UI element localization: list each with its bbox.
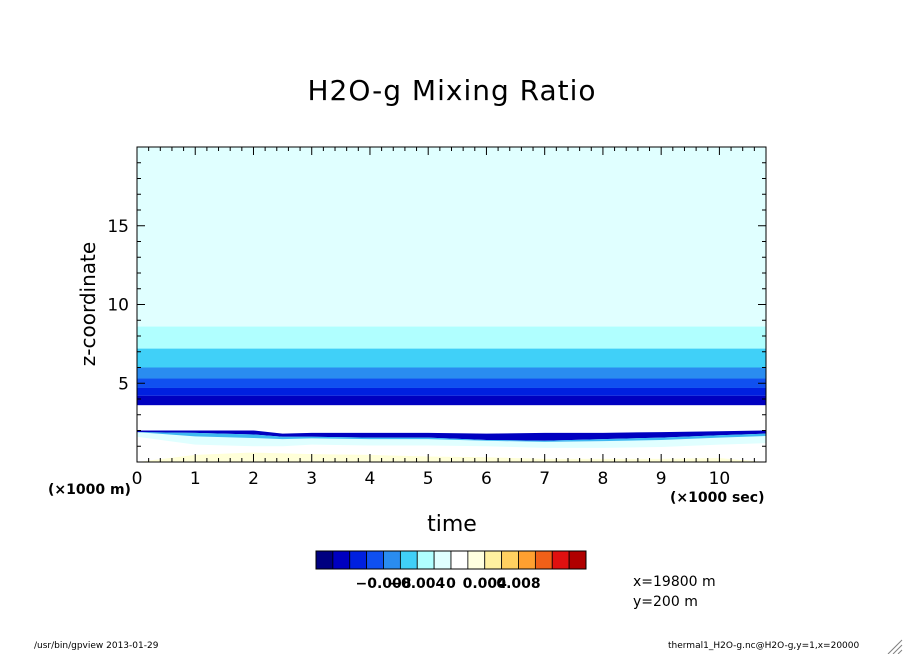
y-axis-title: z-coordinate: [76, 241, 100, 367]
x-axis-unit-label: (×1000 sec): [670, 490, 765, 506]
colorbar: [315, 550, 587, 570]
position-y-readout: y=200 m: [633, 594, 698, 610]
colorbar-swatch: [399, 550, 418, 570]
colorbar-swatch: [349, 550, 368, 570]
corner-line: [887, 639, 903, 654]
x-axis-title: time: [427, 512, 477, 537]
y-axis-unit-label: (×1000 m): [48, 482, 131, 498]
colorbar-tick-label: −0.004: [389, 576, 446, 592]
colorbar-swatch: [450, 550, 469, 570]
y-tick-label: 10: [107, 296, 129, 316]
x-tick-label: 6: [481, 469, 492, 489]
colorbar-swatch: [332, 550, 351, 570]
colorbar-frame: [315, 550, 587, 570]
chart-title: H2O-g Mixing Ratio: [307, 74, 597, 107]
colorbar-swatch: [315, 550, 334, 570]
x-tick-label: 5: [423, 469, 434, 489]
position-x-readout: x=19800 m: [633, 574, 716, 590]
y-tick-label: 5: [118, 374, 129, 394]
colorbar-tick-label: 0.008: [496, 576, 541, 592]
x-tick-label: 4: [365, 469, 376, 489]
field-layer-3: [137, 367, 766, 379]
colorbar-swatch: [568, 550, 587, 570]
x-tick-label: 0: [132, 469, 143, 489]
field-layer-1: [137, 326, 766, 349]
corner-line: [892, 644, 903, 654]
field-layer-7: [137, 405, 766, 431]
y-tick-label: 15: [107, 217, 129, 237]
inversion-band: [137, 430, 766, 441]
chart-axes: 0 1 2 3 4 5 6 7 8 9 10 5 10 15: [107, 146, 767, 489]
corner-mark: [887, 639, 903, 654]
heatmap-field: [137, 147, 766, 462]
field-layer-5: [137, 387, 766, 396]
field-layer-6: [137, 395, 766, 406]
surface-moist-layer: [137, 452, 766, 462]
colorbar-swatch: [518, 550, 536, 570]
footer-command: /usr/bin/gpview 2013-01-29: [34, 641, 159, 651]
colorbar-swatch: [433, 550, 452, 570]
colorbar-tick-label: −0.008: [355, 576, 412, 592]
x-tick-label: 2: [248, 469, 259, 489]
colorbar-swatch: [366, 550, 384, 570]
field-layer-2: [137, 348, 766, 368]
x-tick-label: 1: [190, 469, 201, 489]
colorbar-swatch: [467, 550, 486, 570]
field-layer-0: [137, 147, 766, 327]
x-tick-label: 9: [656, 469, 667, 489]
field-layer-4: [137, 378, 766, 388]
colorbar-swatch: [551, 550, 570, 570]
colorbar-swatch: [534, 550, 553, 570]
x-tick-label: 7: [539, 469, 550, 489]
x-tick-label: 8: [598, 469, 609, 489]
x-tick-label: 10: [709, 469, 731, 489]
colorbar-swatch: [383, 550, 401, 570]
colorbar-swatch: [501, 550, 519, 570]
colorbar-tick-label: 0: [446, 576, 456, 592]
corner-line: [897, 649, 903, 654]
inversion-gradient: [137, 432, 766, 442]
x-tick-label: 3: [306, 469, 317, 489]
colorbar-tick-label: 0.004: [462, 576, 507, 592]
colorbar-swatch: [484, 550, 503, 570]
footer-source: thermal1_H2O-g.nc@H2O-g,y=1,x=20000: [668, 641, 860, 651]
colorbar-swatch: [416, 550, 435, 570]
